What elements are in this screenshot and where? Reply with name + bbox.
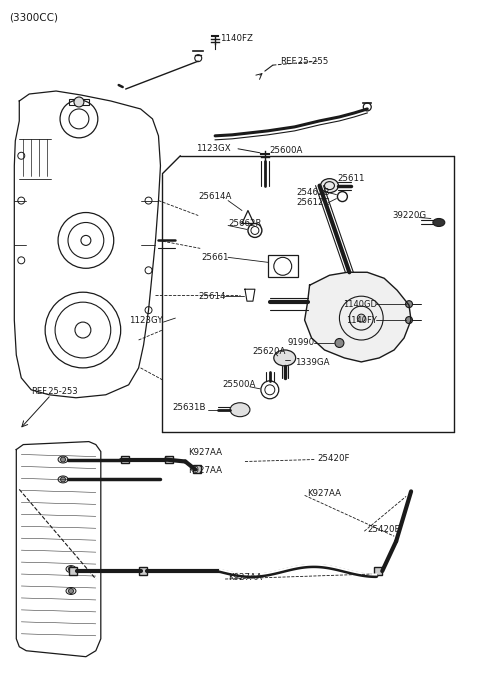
Text: 25662R: 25662R <box>228 219 262 228</box>
Text: 25462B: 25462B <box>296 188 329 197</box>
Bar <box>69 567 77 575</box>
Bar <box>268 255 298 278</box>
Text: 25600A: 25600A <box>270 146 303 155</box>
Text: 25661: 25661 <box>201 253 229 262</box>
Circle shape <box>60 457 65 462</box>
Ellipse shape <box>274 350 296 366</box>
Text: 25500A: 25500A <box>222 381 255 389</box>
Circle shape <box>406 316 412 323</box>
Ellipse shape <box>58 456 68 463</box>
Bar <box>139 567 146 575</box>
Text: (3300CC): (3300CC) <box>9 12 59 23</box>
Text: 1140GD: 1140GD <box>343 299 377 309</box>
Text: 25420F: 25420F <box>318 454 350 463</box>
Text: 25631B: 25631B <box>172 403 206 412</box>
Text: 1123GX: 1123GX <box>196 145 231 153</box>
Bar <box>374 567 382 575</box>
Text: 25612C: 25612C <box>296 198 329 207</box>
Bar <box>69 99 89 105</box>
Ellipse shape <box>321 179 338 192</box>
Text: 39220G: 39220G <box>392 211 426 220</box>
Ellipse shape <box>58 476 68 483</box>
Text: 1123GY: 1123GY <box>129 316 162 325</box>
Text: REF.25-255: REF.25-255 <box>280 57 328 65</box>
Ellipse shape <box>66 587 76 595</box>
Text: 25614A: 25614A <box>198 192 232 201</box>
Text: K927AA: K927AA <box>308 489 342 498</box>
Ellipse shape <box>433 218 445 226</box>
Text: 25614: 25614 <box>198 292 226 301</box>
Text: REF.25-253: REF.25-253 <box>31 387 78 396</box>
Text: 25620A: 25620A <box>252 347 285 357</box>
Circle shape <box>357 314 365 322</box>
Text: K927AA: K927AA <box>188 448 222 457</box>
Circle shape <box>74 97 84 107</box>
Polygon shape <box>305 272 411 362</box>
Circle shape <box>60 477 65 482</box>
Text: 1140FY: 1140FY <box>347 316 377 325</box>
Text: K927AA: K927AA <box>188 466 222 475</box>
Ellipse shape <box>66 565 76 573</box>
Circle shape <box>406 301 412 308</box>
Circle shape <box>335 338 344 347</box>
Text: K927AA: K927AA <box>228 572 262 582</box>
Bar <box>193 466 201 473</box>
Circle shape <box>69 567 73 572</box>
Text: 91990: 91990 <box>288 338 314 348</box>
Text: 1140FZ: 1140FZ <box>220 33 253 43</box>
Text: 1339GA: 1339GA <box>295 359 329 368</box>
Text: 25611: 25611 <box>337 174 365 183</box>
Bar <box>166 456 173 464</box>
Text: 25420E: 25420E <box>367 524 400 534</box>
Ellipse shape <box>230 403 250 417</box>
Bar <box>120 456 129 464</box>
Circle shape <box>69 589 73 593</box>
